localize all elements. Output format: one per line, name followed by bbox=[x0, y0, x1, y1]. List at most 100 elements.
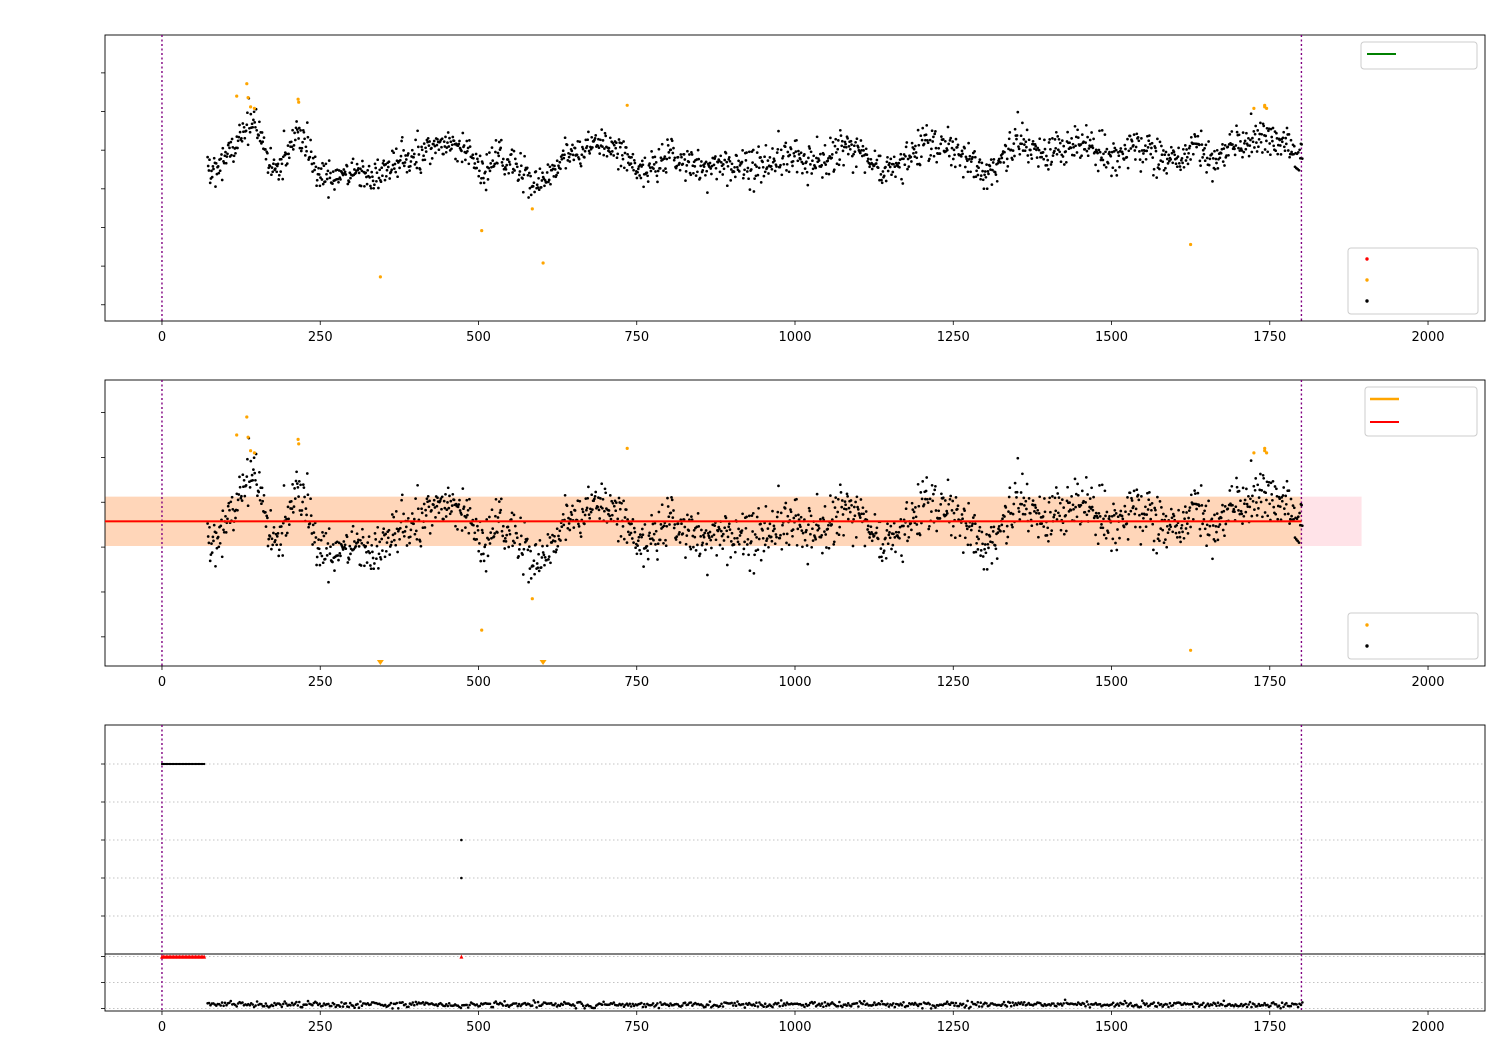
mid-series-ok-point bbox=[1088, 497, 1092, 500]
mid-series-ok-point bbox=[1104, 536, 1108, 540]
mid-series-ok-point bbox=[583, 522, 586, 526]
top-series-ok-point bbox=[535, 183, 539, 187]
mid-series-ok-point bbox=[430, 524, 434, 527]
top-series-ok-point bbox=[963, 165, 967, 169]
mid-series-ok-point bbox=[1260, 489, 1264, 492]
dr-series-point bbox=[836, 1004, 840, 1008]
top-series-ok-point bbox=[237, 135, 241, 139]
mid-series-ok-point bbox=[1048, 496, 1052, 500]
mid-series-ok-point bbox=[1133, 512, 1137, 516]
dr-series-point bbox=[558, 1004, 562, 1008]
dr-series-point bbox=[1117, 1004, 1121, 1007]
top-series-ok-point bbox=[1154, 146, 1157, 150]
mid-series-ok-point bbox=[502, 539, 506, 543]
mid-series-ok-point bbox=[608, 514, 612, 518]
top-series-ok-point bbox=[231, 145, 235, 149]
dr-series-point bbox=[900, 1003, 904, 1007]
top-series-ok-point bbox=[950, 146, 954, 150]
top-series-ok-point bbox=[676, 155, 680, 159]
mid-series-ok-point bbox=[872, 534, 876, 538]
dr-series-point bbox=[389, 1001, 393, 1005]
top-series-ok-point bbox=[1260, 132, 1264, 136]
mid-series-ok-point bbox=[410, 512, 414, 515]
mid-series-ok-point bbox=[722, 539, 726, 542]
top-series-ok-point bbox=[722, 167, 726, 171]
top-series-ok-point bbox=[1265, 126, 1269, 130]
mid-series-ok-point bbox=[364, 544, 368, 548]
top-series-ok-point bbox=[973, 150, 976, 153]
mid-series-ok-point bbox=[780, 547, 784, 551]
top-series-ok-point bbox=[1138, 150, 1141, 153]
mid-series-ok-point bbox=[356, 540, 360, 544]
top-series-ok-point bbox=[1287, 133, 1291, 136]
mid-series-ok-point bbox=[325, 554, 329, 557]
mid-series-ok-point bbox=[460, 529, 464, 532]
mid-series-ok-point bbox=[208, 525, 211, 529]
top-series-ok-point bbox=[712, 163, 716, 167]
top-series-ok-point bbox=[1211, 180, 1214, 183]
top-series-ok-point bbox=[1121, 152, 1125, 156]
mid-series-ok-point bbox=[457, 503, 461, 506]
top-series-ok-point bbox=[553, 164, 556, 168]
mid-series-ok-point bbox=[424, 508, 427, 512]
mid-series-ok-point bbox=[934, 509, 938, 512]
mid-series-ok-point bbox=[448, 494, 451, 498]
mid-series-ok-point bbox=[1161, 528, 1165, 532]
mid-series-ok-point bbox=[294, 479, 298, 483]
top-series-ok-point bbox=[996, 161, 1000, 165]
top-series-ok-point bbox=[773, 159, 776, 163]
top-series-ok-point bbox=[796, 159, 800, 163]
top-series-ok-point bbox=[1011, 158, 1014, 161]
top-series-ok-point bbox=[1060, 139, 1064, 142]
top-series-ok-point bbox=[446, 131, 450, 134]
top-series-ok-point bbox=[821, 176, 824, 179]
top-series-ok-point bbox=[1061, 155, 1065, 158]
mid-series-ok-point bbox=[240, 499, 244, 502]
mid-series-ok-point bbox=[715, 554, 719, 557]
mid-series-ok-point bbox=[275, 535, 279, 538]
top-series-ok-point bbox=[852, 152, 855, 156]
mid-series-ok-point bbox=[494, 514, 497, 518]
dr-series-point bbox=[858, 1000, 862, 1003]
top-series-ok-point bbox=[488, 169, 492, 173]
top-series-ok-point bbox=[1033, 147, 1036, 151]
top-series-ok-point bbox=[892, 155, 896, 159]
top-series-ok-point bbox=[1105, 147, 1109, 151]
top-series-ok-point bbox=[704, 160, 708, 164]
dr-series-point bbox=[1111, 1001, 1115, 1005]
top-series-ok-point bbox=[930, 147, 933, 151]
top-series-ok-point bbox=[515, 165, 519, 169]
mid-series-ok-point bbox=[535, 562, 539, 565]
dr-series-point bbox=[651, 1002, 655, 1005]
top-series-ok-point bbox=[533, 190, 536, 194]
mid-series-ok-point bbox=[966, 543, 970, 547]
mid-series-ok-point bbox=[1090, 505, 1094, 509]
top-series-ok-point bbox=[230, 153, 233, 157]
mid-series-ok-point bbox=[464, 516, 468, 519]
mid-series-ok-point bbox=[416, 507, 420, 511]
top-series-ok-point bbox=[791, 159, 795, 163]
dr-series-point bbox=[1098, 1002, 1102, 1006]
mid-series-highlighted-point bbox=[1189, 648, 1193, 652]
top-series-ok-point bbox=[372, 186, 376, 190]
mid-series-ok-point bbox=[1027, 529, 1030, 533]
top-series-ok-point bbox=[773, 169, 777, 173]
mid-series-ok-point bbox=[641, 533, 645, 537]
top-series-ok-point bbox=[272, 158, 276, 162]
top-series-ok-point bbox=[526, 173, 530, 177]
top-series-ok-point bbox=[1027, 160, 1030, 164]
mid-series-ok-point bbox=[1189, 525, 1192, 529]
mid-series-ok-point bbox=[727, 522, 731, 526]
top-series-ok-point bbox=[812, 154, 816, 158]
top-series-ok-point bbox=[827, 172, 831, 176]
top-series-ok-point bbox=[770, 167, 774, 171]
dr-series-point bbox=[644, 1005, 648, 1008]
mid-series-ok-point bbox=[1009, 511, 1013, 515]
mid-series-ok-point bbox=[698, 554, 701, 558]
mid-series-ok-point bbox=[328, 552, 332, 555]
top-series-ok-point bbox=[740, 160, 744, 164]
mid-series-ok-point bbox=[909, 521, 913, 525]
top-series-ok-point bbox=[1162, 149, 1165, 152]
top-series-ok-point bbox=[1165, 172, 1169, 175]
mid-series-ok-point bbox=[638, 548, 641, 552]
